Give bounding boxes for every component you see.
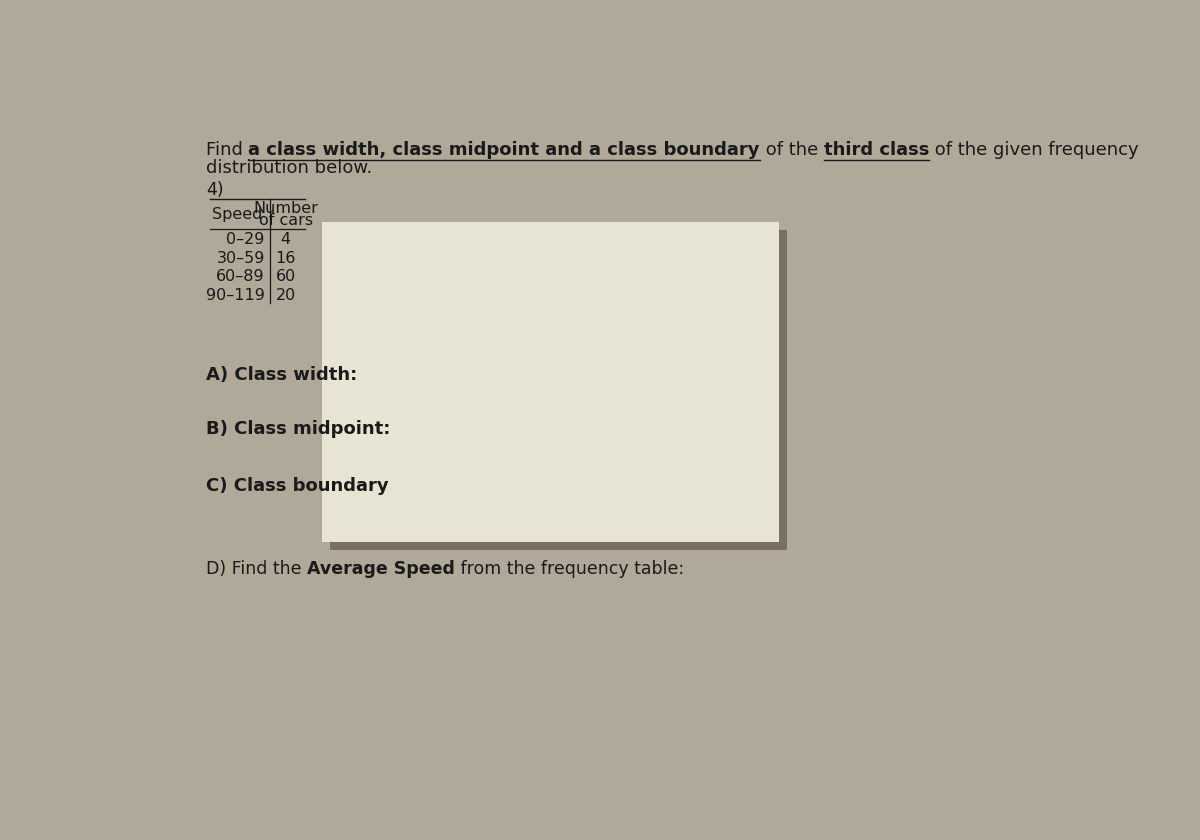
- Text: A) Class width:: A) Class width:: [206, 366, 358, 385]
- Text: of the: of the: [760, 141, 824, 159]
- FancyBboxPatch shape: [330, 230, 787, 549]
- Text: 60–89: 60–89: [216, 270, 265, 285]
- Text: 4): 4): [206, 181, 223, 199]
- Text: of cars: of cars: [258, 213, 313, 228]
- Text: Average Speed: Average Speed: [307, 559, 455, 578]
- FancyBboxPatch shape: [322, 223, 779, 542]
- Text: 0–29: 0–29: [227, 233, 265, 248]
- Text: D) Find the: D) Find the: [206, 559, 307, 578]
- Text: 60: 60: [276, 270, 295, 285]
- Text: 20: 20: [276, 288, 295, 303]
- Text: 30–59: 30–59: [216, 251, 265, 266]
- Text: 90–119: 90–119: [206, 288, 265, 303]
- Text: 16: 16: [276, 251, 296, 266]
- Text: third class: third class: [824, 141, 929, 159]
- Text: Number: Number: [253, 201, 318, 216]
- Text: distribution below.: distribution below.: [206, 160, 372, 177]
- Text: Find: Find: [206, 141, 248, 159]
- Text: from the frequency table:: from the frequency table:: [455, 559, 684, 578]
- Text: Speed: Speed: [212, 207, 263, 222]
- Text: C) Class boundary: C) Class boundary: [206, 476, 389, 495]
- Text: 4: 4: [281, 233, 290, 248]
- Text: of the given frequency: of the given frequency: [929, 141, 1139, 159]
- Text: a class width, class midpoint and a class boundary: a class width, class midpoint and a clas…: [248, 141, 760, 159]
- Text: B) Class midpoint:: B) Class midpoint:: [206, 420, 390, 438]
